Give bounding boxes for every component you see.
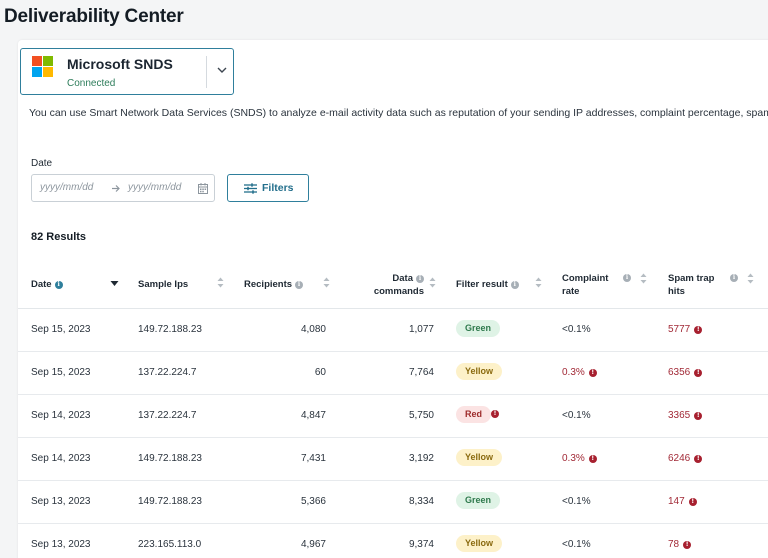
filter-result-badge: Yellow [456, 449, 503, 466]
provider-selector[interactable]: Microsoft SNDS Connected [20, 48, 234, 95]
table-row[interactable]: Sep 15, 2023 137.22.224.7 60 7,764 Yello… [18, 352, 768, 395]
table-row[interactable]: Sep 15, 2023 149.72.188.23 4,080 1,077 G… [18, 309, 768, 352]
alert-icon[interactable]: ! [694, 412, 703, 420]
chevron-down-icon[interactable] [215, 63, 229, 77]
filter-result-badge: Yellow [456, 535, 503, 552]
cell-recipients: 7,431 [300, 453, 326, 464]
cell-date: Sep 15, 2023 [31, 367, 91, 378]
cell-date: Sep 14, 2023 [31, 410, 91, 421]
cell-complaint-rate: 0.3%! [562, 367, 597, 378]
snds-description: You can use Smart Network Data Services … [29, 107, 768, 119]
cell-date: Sep 15, 2023 [31, 324, 91, 335]
sort-icon[interactable] [640, 273, 647, 284]
cell-sample-ip: 149.72.188.23 [138, 324, 202, 335]
table-row[interactable]: Sep 14, 2023 137.22.224.7 4,847 5,750 Re… [18, 395, 768, 438]
column-header-complaint-rate[interactable]: Complaint rate [562, 273, 609, 297]
filter-result-badge: Red [456, 406, 492, 423]
cell-date: Sep 14, 2023 [31, 453, 91, 464]
cell-sample-ip: 137.22.224.7 [138, 410, 197, 421]
alert-icon[interactable]: ! [694, 455, 703, 463]
main-panel: Microsoft SNDS Connected You can use Sma… [18, 40, 768, 558]
cell-sample-ip: 149.72.188.23 [138, 453, 202, 464]
column-header-spam-trap-hits[interactable]: Spam trap hits [668, 273, 715, 297]
cell-complaint-rate: <0.1% [562, 410, 591, 421]
cell-spam-trap-hits: 6246! [668, 453, 703, 464]
info-icon[interactable]: i [730, 274, 738, 282]
cell-spam-trap-hits: 6356! [668, 367, 703, 378]
cell-data-commands: 8,334 [408, 496, 434, 507]
cell-spam-trap-hits: 3365! [668, 410, 703, 421]
sort-icon[interactable] [323, 277, 330, 288]
info-icon[interactable]: i [54, 281, 63, 289]
cell-recipients: 60 [314, 367, 326, 378]
cell-sample-ip: 223.165.113.0 [138, 539, 202, 550]
alert-icon[interactable]: ! [588, 369, 597, 377]
alert-icon[interactable]: ! [694, 369, 703, 377]
cell-data-commands: 7,764 [408, 367, 434, 378]
table-row[interactable]: Sep 14, 2023 149.72.188.23 7,431 3,192 Y… [18, 438, 768, 481]
alert-icon[interactable]: ! [688, 498, 697, 506]
microsoft-logo-icon [32, 56, 53, 77]
alert-icon[interactable]: ! [694, 326, 703, 334]
cell-sample-ip: 137.22.224.7 [138, 367, 197, 378]
alert-icon[interactable]: ! [683, 541, 692, 549]
column-header-date[interactable]: Date i [31, 278, 63, 291]
cell-data-commands: 9,374 [408, 539, 434, 550]
page-title: Deliverability Center [4, 6, 184, 27]
cell-date: Sep 13, 2023 [31, 539, 91, 550]
cell-data-commands: 1,077 [408, 324, 434, 335]
cell-recipients: 4,847 [300, 410, 326, 421]
provider-name: Microsoft SNDS [67, 56, 173, 72]
sort-icon[interactable] [747, 273, 754, 284]
cell-data-commands: 5,750 [408, 410, 434, 421]
sort-icon[interactable] [217, 277, 224, 288]
end-date-input[interactable]: yyyy/mm/dd [128, 182, 182, 193]
cell-spam-trap-hits: 147! [668, 496, 697, 507]
provider-status: Connected [67, 78, 116, 89]
column-header-data-commands[interactable]: Data i commands [373, 273, 424, 297]
cell-recipients: 5,366 [300, 496, 326, 507]
cell-spam-trap-hits: 78! [668, 539, 692, 550]
sort-desc-icon[interactable] [110, 280, 119, 287]
alert-icon[interactable]: ! [588, 455, 597, 463]
cell-recipients: 4,080 [300, 324, 326, 335]
sort-icon[interactable] [535, 277, 542, 288]
date-range-input[interactable]: yyyy/mm/dd yyyy/mm/dd [31, 174, 215, 202]
date-label: Date [31, 158, 53, 169]
start-date-input[interactable]: yyyy/mm/dd [40, 182, 94, 193]
info-icon[interactable]: i [623, 274, 631, 282]
cell-spam-trap-hits: 5777! [668, 324, 703, 335]
info-icon[interactable]: i [416, 275, 424, 283]
cell-recipients: 4,967 [300, 539, 326, 550]
cell-complaint-rate: <0.1% [562, 324, 591, 335]
table-header: Date i Sample Ips Recipients i Data i comma… [18, 265, 768, 309]
cell-complaint-rate: 0.3%! [562, 453, 597, 464]
column-header-sample-ips[interactable]: Sample Ips [138, 279, 189, 290]
filter-result-badge: Green [456, 492, 501, 509]
cell-date: Sep 13, 2023 [31, 496, 91, 507]
sliders-icon [244, 183, 257, 194]
info-icon[interactable]: i [295, 281, 304, 289]
filter-result-badge: Yellow [456, 363, 503, 380]
info-icon[interactable]: i [510, 281, 519, 289]
column-header-filter-result[interactable]: Filter result i [456, 278, 519, 291]
cell-data-commands: 3,192 [408, 453, 434, 464]
filter-result-badge: Green [456, 320, 501, 337]
table-row[interactable]: Sep 13, 2023 149.72.188.23 5,366 8,334 G… [18, 481, 768, 524]
filters-button-label: Filters [262, 182, 294, 194]
sort-icon[interactable] [429, 277, 436, 288]
table-row[interactable]: Sep 13, 2023 223.165.113.0 4,967 9,374 Y… [18, 524, 768, 558]
cell-sample-ip: 149.72.188.23 [138, 496, 202, 507]
cell-complaint-rate: <0.1% [562, 496, 591, 507]
arrow-right-icon [112, 185, 120, 192]
column-header-recipients[interactable]: Recipients i [244, 278, 304, 291]
filters-button[interactable]: Filters [227, 174, 309, 202]
alert-icon[interactable]: ! [491, 410, 499, 418]
calendar-icon[interactable] [198, 183, 208, 194]
provider-divider [206, 56, 207, 88]
cell-complaint-rate: <0.1% [562, 539, 591, 550]
results-count: 82 Results [31, 231, 87, 243]
